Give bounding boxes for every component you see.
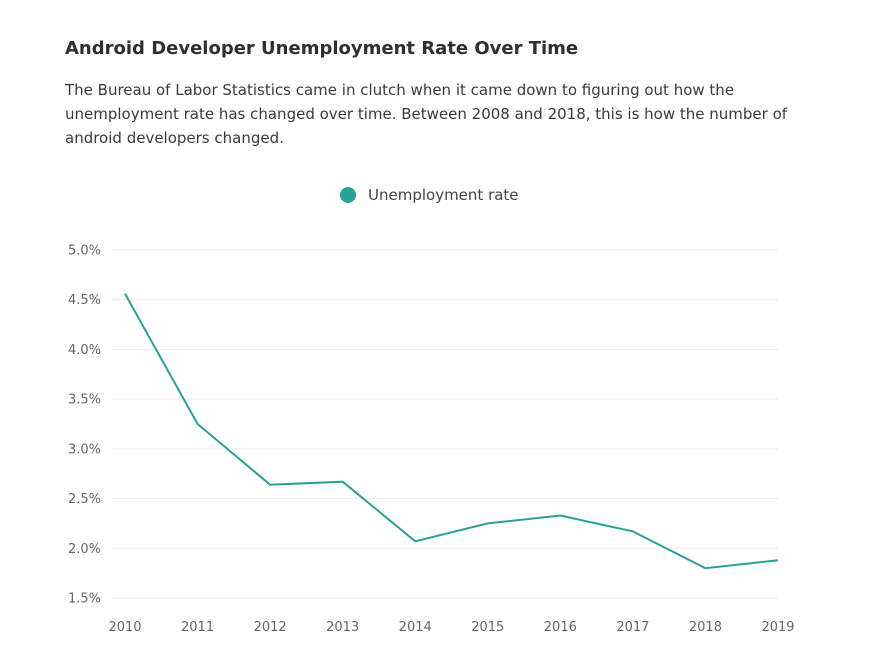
x-tick-label: 2018 (689, 620, 722, 635)
y-tick-label: 4.5% (68, 293, 101, 308)
x-tick-label: 2017 (616, 620, 649, 635)
data-point[interactable] (554, 509, 566, 521)
legend-dot-icon (340, 187, 356, 203)
legend-label: Unemployment rate (368, 186, 519, 204)
y-tick-label: 2.5% (68, 492, 101, 507)
y-tick-label: 2.0% (68, 542, 101, 557)
x-tick-label: 2014 (399, 620, 432, 635)
x-tick-label: 2016 (544, 620, 577, 635)
x-tick-label: 2012 (254, 620, 287, 635)
data-point[interactable] (409, 535, 421, 547)
grid-lines (112, 249, 778, 599)
data-point[interactable] (264, 479, 276, 491)
data-point[interactable] (192, 418, 204, 430)
data-point[interactable] (482, 517, 494, 529)
page-description: The Bureau of Labor Statistics came in c… (65, 81, 788, 147)
x-tick-label: 2015 (471, 620, 504, 635)
series-line[interactable] (124, 293, 779, 570)
data-point[interactable] (772, 554, 784, 566)
y-axis-ticks: 5.0% 4.5% 4.0% 3.5% 3.0% 2.5% 2.0% 1.5% (68, 244, 101, 607)
x-tick-label: 2010 (108, 620, 141, 635)
y-tick-label: 1.5% (68, 592, 101, 607)
page-title: Android Developer Unemployment Rate Over… (65, 38, 579, 59)
chart-legend[interactable]: Unemployment rate (340, 186, 519, 204)
x-tick-label: 2011 (181, 620, 214, 635)
data-point[interactable] (337, 476, 349, 488)
x-axis-ticks: 2010 2011 2012 2013 2014 2015 2016 2017 2018 2019 (108, 620, 794, 635)
y-tick-label: 3.0% (68, 442, 101, 457)
data-point[interactable] (119, 288, 131, 300)
data-point[interactable] (699, 562, 711, 574)
x-tick-label: 2013 (326, 620, 359, 635)
x-tick-label: 2019 (761, 620, 794, 635)
y-tick-label: 4.0% (68, 343, 101, 358)
y-tick-label: 5.0% (68, 244, 101, 259)
series-layer (119, 288, 784, 574)
y-tick-label: 3.5% (68, 393, 101, 408)
data-point[interactable] (627, 525, 639, 537)
